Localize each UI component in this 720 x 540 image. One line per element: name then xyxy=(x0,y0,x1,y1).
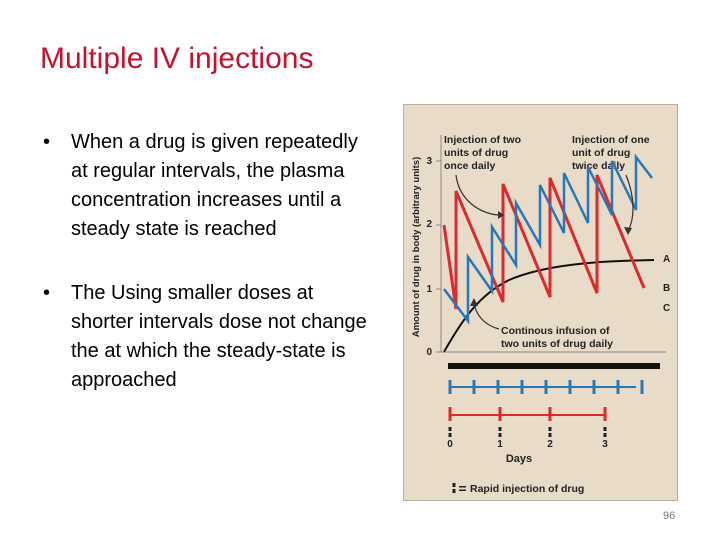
curve-twice-daily xyxy=(443,153,653,325)
bullet-item: • When a drug is given repeatedly at reg… xyxy=(40,128,370,244)
day-tick-label: 1 xyxy=(497,439,503,450)
day-tick-marks xyxy=(448,427,607,437)
bullet-marker: • xyxy=(43,282,51,304)
day-tick-label: 3 xyxy=(602,439,608,450)
twice-daily-injection-marks xyxy=(448,380,644,394)
annotation-two-units: Injection of two units of drug once dail… xyxy=(444,134,524,172)
annotation-arrow xyxy=(455,174,499,216)
curve-label-b: B xyxy=(663,283,670,294)
annotation-line: once daily xyxy=(444,160,496,172)
annotation-arrow xyxy=(473,302,500,330)
legend-text: Rapid injection of drug xyxy=(470,483,584,495)
annotation-line: Injection of one xyxy=(572,134,650,146)
once-daily-injection-marks xyxy=(448,407,607,421)
bullet-text: The Using smaller doses at shorter inter… xyxy=(71,282,367,391)
rapid-injection-legend-icon xyxy=(452,483,466,493)
day-tick-label: 0 xyxy=(447,439,453,450)
slide-title: Multiple IV injections xyxy=(40,42,314,75)
annotation-line: units of drug xyxy=(444,147,508,159)
y-axis-label: Amount of drug in body (arbitrary units) xyxy=(411,157,422,338)
bullet-marker: • xyxy=(43,131,51,153)
arrowhead xyxy=(498,211,504,219)
x-axis-label: Days xyxy=(506,453,532,465)
annotation-line: unit of drug xyxy=(572,147,630,159)
y-tick-label: 1 xyxy=(426,284,432,295)
curve-label-c: C xyxy=(663,303,670,314)
annotation-infusion: Continous infusion of two units of drug … xyxy=(501,325,613,350)
infusion-bar xyxy=(448,363,660,369)
bullet-item: • The Using smaller doses at shorter int… xyxy=(40,279,370,395)
curve-once-daily xyxy=(442,174,646,310)
curve-label-a: A xyxy=(663,254,670,265)
bullet-text: When a drug is given repeatedly at regul… xyxy=(71,131,358,240)
curve-continuous-infusion xyxy=(443,259,655,353)
annotation-line: Continous infusion of xyxy=(501,325,610,337)
day-tick-label: 2 xyxy=(547,439,553,450)
y-tick-label: 0 xyxy=(426,347,432,358)
y-tick-label: 2 xyxy=(426,219,432,230)
arrowhead xyxy=(470,298,478,306)
bullet-list: • When a drug is given repeatedly at reg… xyxy=(40,128,370,395)
y-tick-label: 3 xyxy=(426,156,432,167)
annotation-line: two units of drug daily xyxy=(501,338,613,350)
pharmacokinetics-figure: Amount of drug in body (arbitrary units)… xyxy=(403,104,678,501)
annotation-line: Injection of two xyxy=(444,134,521,146)
page-number: 96 xyxy=(663,510,676,522)
arrowhead xyxy=(624,227,632,235)
